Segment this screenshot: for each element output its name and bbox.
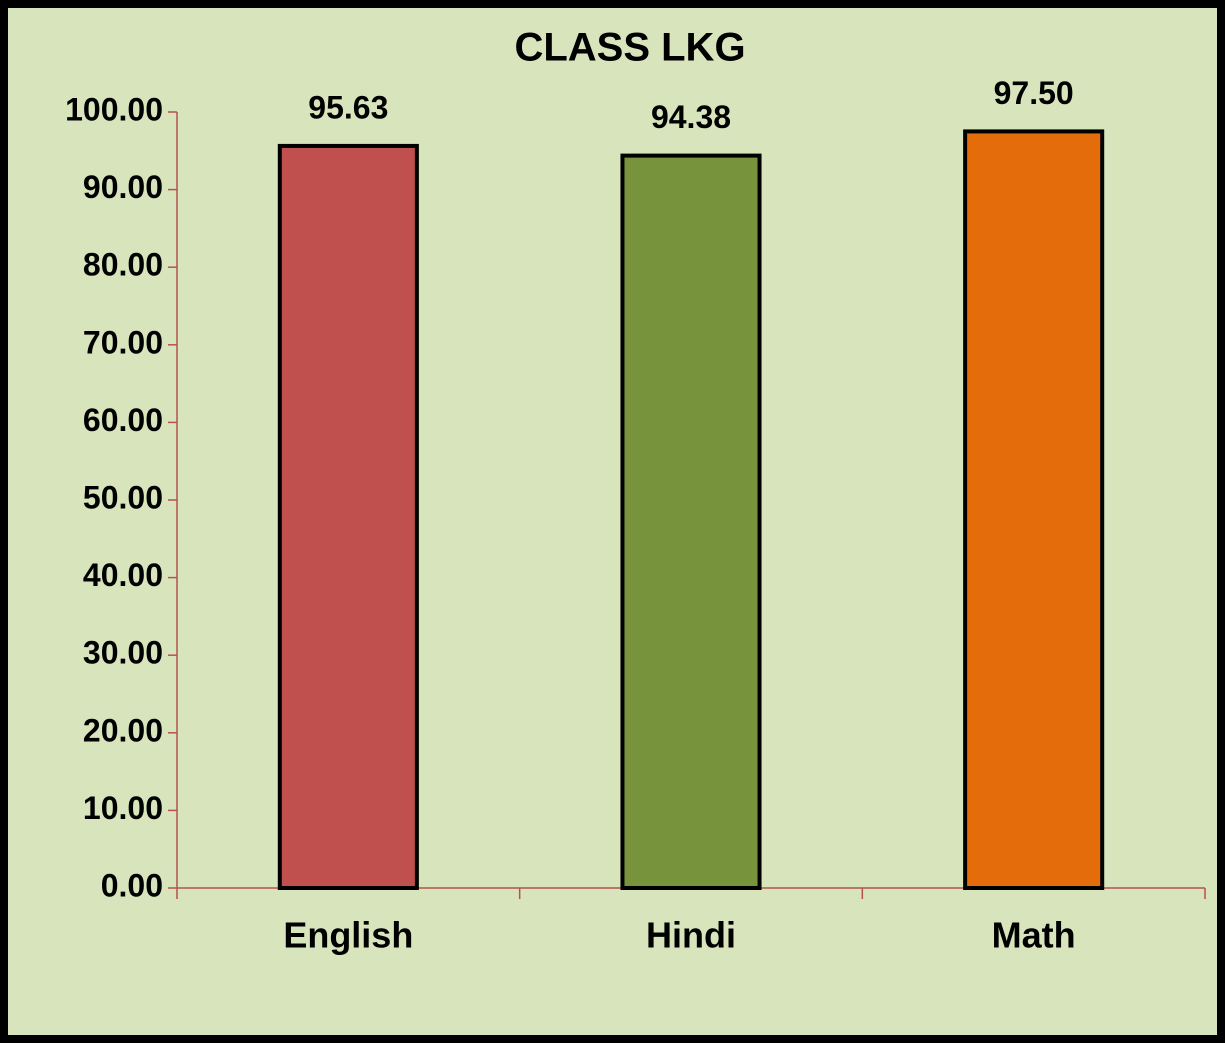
y-tick-label: 80.00	[83, 247, 163, 283]
y-tick-label: 70.00	[83, 324, 163, 360]
y-tick-label: 20.00	[83, 712, 163, 748]
y-tick-label: 90.00	[83, 169, 163, 205]
x-tick-label: Hindi	[646, 915, 736, 956]
y-tick-label: 10.00	[83, 790, 163, 826]
y-tick-label: 0.00	[101, 867, 163, 903]
y-tick-label: 100.00	[65, 91, 163, 127]
bar	[620, 153, 762, 890]
value-label: 94.38	[651, 99, 731, 135]
x-tick-label: Math	[992, 915, 1076, 956]
y-tick-label: 60.00	[83, 402, 163, 438]
bar	[277, 143, 419, 890]
y-tick-label: 30.00	[83, 635, 163, 671]
chart-title: CLASS LKG	[514, 26, 745, 70]
x-tick-label: English	[283, 915, 413, 956]
value-label: 97.50	[994, 75, 1074, 111]
y-tick-label: 50.00	[83, 479, 163, 515]
value-label: 95.63	[308, 89, 388, 125]
y-tick-label: 40.00	[83, 557, 163, 593]
bar	[963, 129, 1105, 890]
